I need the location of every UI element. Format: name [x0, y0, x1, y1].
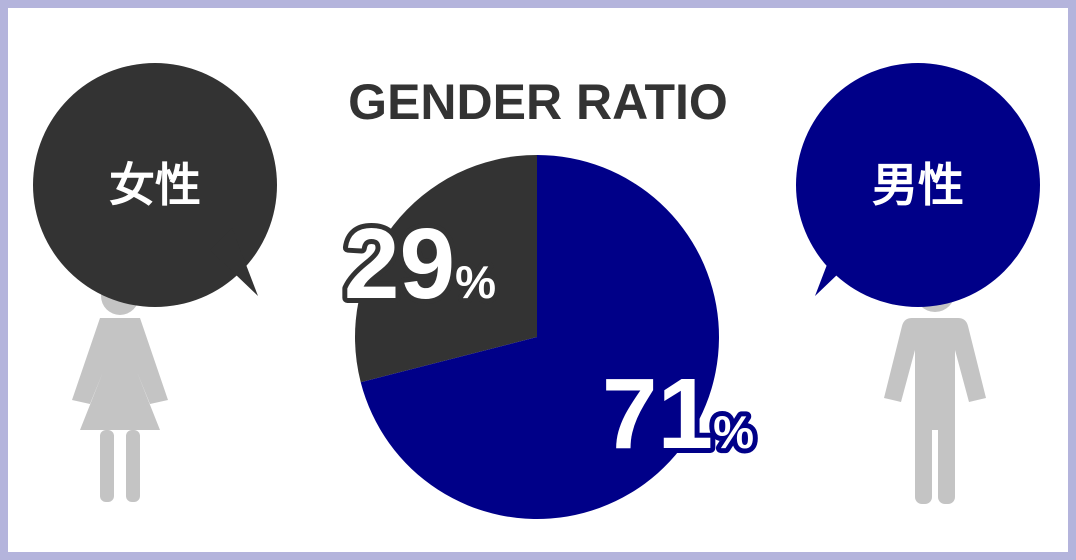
- category-label: 女性: [109, 159, 201, 211]
- value-label: 71%: [602, 358, 754, 470]
- speech-bubble-tail: [210, 228, 258, 296]
- pie-slice: [355, 155, 537, 383]
- bubbles: 女性 男性: [33, 63, 1040, 307]
- category-label: 男性: [872, 159, 964, 211]
- value-label: 29%: [344, 208, 496, 320]
- pie: 29% 71%: [339, 155, 759, 519]
- speech-bubble-tail: [815, 228, 863, 296]
- chart-title: GENDER RATIO: [348, 74, 728, 130]
- pie-slice: [360, 155, 720, 519]
